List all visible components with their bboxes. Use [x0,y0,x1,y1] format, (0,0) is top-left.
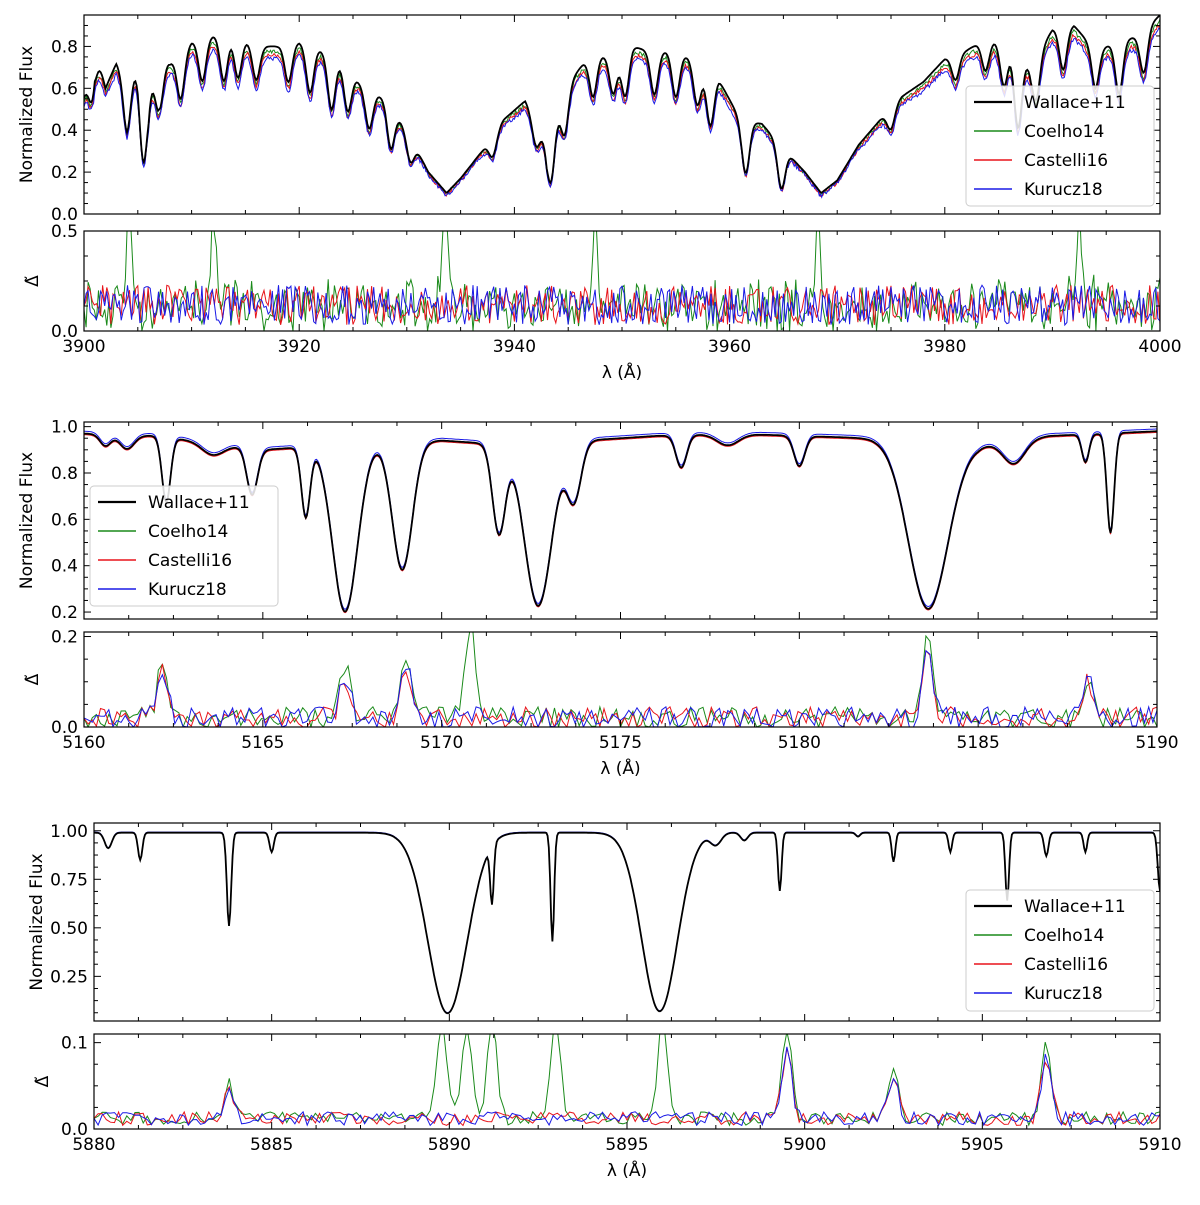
residual-kurucz18-line [94,1046,1160,1128]
middle-flux-legend: Wallace+11 Coelho14 Castelli16 Kurucz18 [89,485,279,607]
middle-flux-ticks: 0.2 0.4 0.6 0.8 1.0 [51,418,1158,623]
y-tick-label: 0.6 [51,510,78,530]
y-axis-label: Δ̃ [33,1075,53,1087]
legend-label: Castelli16 [1024,955,1108,975]
y-axis-label: Normalized Flux [17,46,37,183]
residual-kurucz18-line [84,284,1160,327]
y-axis-label: Normalized Flux [17,452,37,589]
top-flux-legend: Wallace+11 Coelho14 Castelli16 Kurucz18 [965,85,1155,207]
legend-label: Castelli16 [148,551,232,571]
legend-label: Kurucz18 [148,580,227,600]
middle-flux-plot-area [84,428,1157,614]
x-tick-label: 3900 [62,337,105,357]
x-tick-label: 5185 [957,733,1000,753]
x-tick-label: 5170 [420,733,463,753]
x-tick-label: 5165 [241,733,284,753]
legend-box [89,485,279,607]
bottom-flux-legend: Wallace+11 Coelho14 Castelli16 Kurucz18 [965,889,1155,1012]
series-wallace-11-line [84,430,1157,613]
legend-label: Coelho14 [1024,926,1104,946]
top-flux-plot-area [84,15,1160,199]
x-tick-label: 5175 [599,733,642,753]
y-tick-label: 0.4 [51,557,78,577]
residual-castelli16-line [84,283,1160,326]
y-tick-label: 0.2 [51,603,78,623]
series-kurucz18-line [84,428,1157,610]
legend-label: Coelho14 [148,522,228,542]
bottom-residual-ticks: 5880 5885 5890 5895 5900 5905 5910 0.0 0.1 [61,1034,1182,1155]
top-flux-ticks: 0.0 0.2 0.4 0.6 0.8 [51,14,1161,225]
legend-box [965,85,1155,207]
x-tick-label: 5895 [605,1135,648,1155]
y-tick-label: 0.8 [51,464,78,484]
y-tick-label: 0.75 [50,870,88,890]
y-tick-label: 0.6 [51,79,78,99]
bottom-flux-ticks: 0.25 0.50 0.75 1.00 [50,822,1161,1021]
y-tick-label: 0.25 [50,967,88,987]
y-axis-label: Δ̃ [23,673,43,685]
x-tick-label: 5160 [62,733,105,753]
y-tick-label: 0.4 [51,121,78,141]
series-wallace-11-line [84,15,1160,194]
top-flux-panel: 0.0 0.2 0.4 0.6 0.8 Normalized Flux Wallace+11… [17,14,1161,225]
x-tick-label: 5885 [250,1135,293,1155]
legend-label: Wallace+11 [1024,93,1126,113]
x-tick-label: 3940 [493,337,536,357]
y-tick-label: 0.5 [51,222,78,242]
x-tick-label: 5190 [1135,733,1178,753]
x-tick-label: 3920 [278,337,321,357]
x-axis-label: λ (Å) [602,361,642,383]
middle-residual-panel: 5160 5165 5170 5175 5180 5185 5190 0.0 0.2 Δ̃ λ (Å… [23,628,1179,779]
top-residual-plot-area [84,231,1160,331]
x-tick-label: 5900 [783,1135,826,1155]
y-axis-label: Δ̃ [23,275,43,287]
legend-label: Kurucz18 [1024,180,1103,200]
y-tick-label: 0.8 [51,37,78,57]
series-castelli16-line [84,24,1160,198]
y-tick-label: 0.0 [61,1120,88,1140]
legend-label: Kurucz18 [1024,984,1103,1004]
y-tick-label: 0.50 [50,919,88,939]
residual-coelho14-line [84,231,1160,331]
y-tick-label: 1.0 [51,418,78,438]
x-tick-label: 5890 [428,1135,471,1155]
y-tick-label: 0.1 [61,1034,88,1054]
middle-residual-ticks: 5160 5165 5170 5175 5180 5185 5190 0.0 0.2 [51,628,1179,753]
x-tick-label: 5880 [72,1135,115,1155]
y-tick-label: 0.0 [51,322,78,342]
y-tick-label: 0.0 [51,718,78,738]
x-tick-label: 3980 [923,337,966,357]
x-tick-label: 5910 [1138,1135,1181,1155]
y-axis-label: Normalized Flux [27,853,47,990]
y-tick-label: 0.0 [51,205,78,225]
legend-label: Wallace+11 [148,493,250,513]
bottom-residual-panel: 5880 5885 5890 5895 5900 5905 5910 0.0 0.1 Δ̃ λ (Å… [33,1033,1182,1181]
x-tick-label: 5180 [778,733,821,753]
x-axis-label: λ (Å) [600,757,640,779]
legend-label: Coelho14 [1024,122,1104,142]
series-wallace-11-line [94,831,1160,1015]
residual-kurucz18-line [84,649,1157,727]
y-tick-label: 0.2 [51,163,78,183]
legend-label: Wallace+11 [1024,897,1126,917]
bottom-flux-plot-area [94,831,1160,1015]
middle-flux-panel: 0.2 0.4 0.6 0.8 1.0 Normalized Flux Wallace+11… [17,418,1158,623]
top-residual-ticks: 3900 3920 3940 3960 3980 4000 0.0 0.5 [51,222,1182,357]
series-kurucz18-line [84,27,1160,199]
y-tick-label: 0.2 [51,628,78,648]
x-tick-label: 3960 [708,337,751,357]
x-tick-label: 4000 [1138,337,1181,357]
y-tick-label: 1.00 [50,822,88,842]
top-residual-panel: 3900 3920 3940 3960 3980 4000 0.0 0.5 Δ̃ λ (Å) [23,222,1182,383]
legend-label: Castelli16 [1024,151,1108,171]
x-axis-label: λ (Å) [607,1159,647,1181]
x-tick-label: 5905 [961,1135,1004,1155]
legend-box [965,889,1155,1012]
